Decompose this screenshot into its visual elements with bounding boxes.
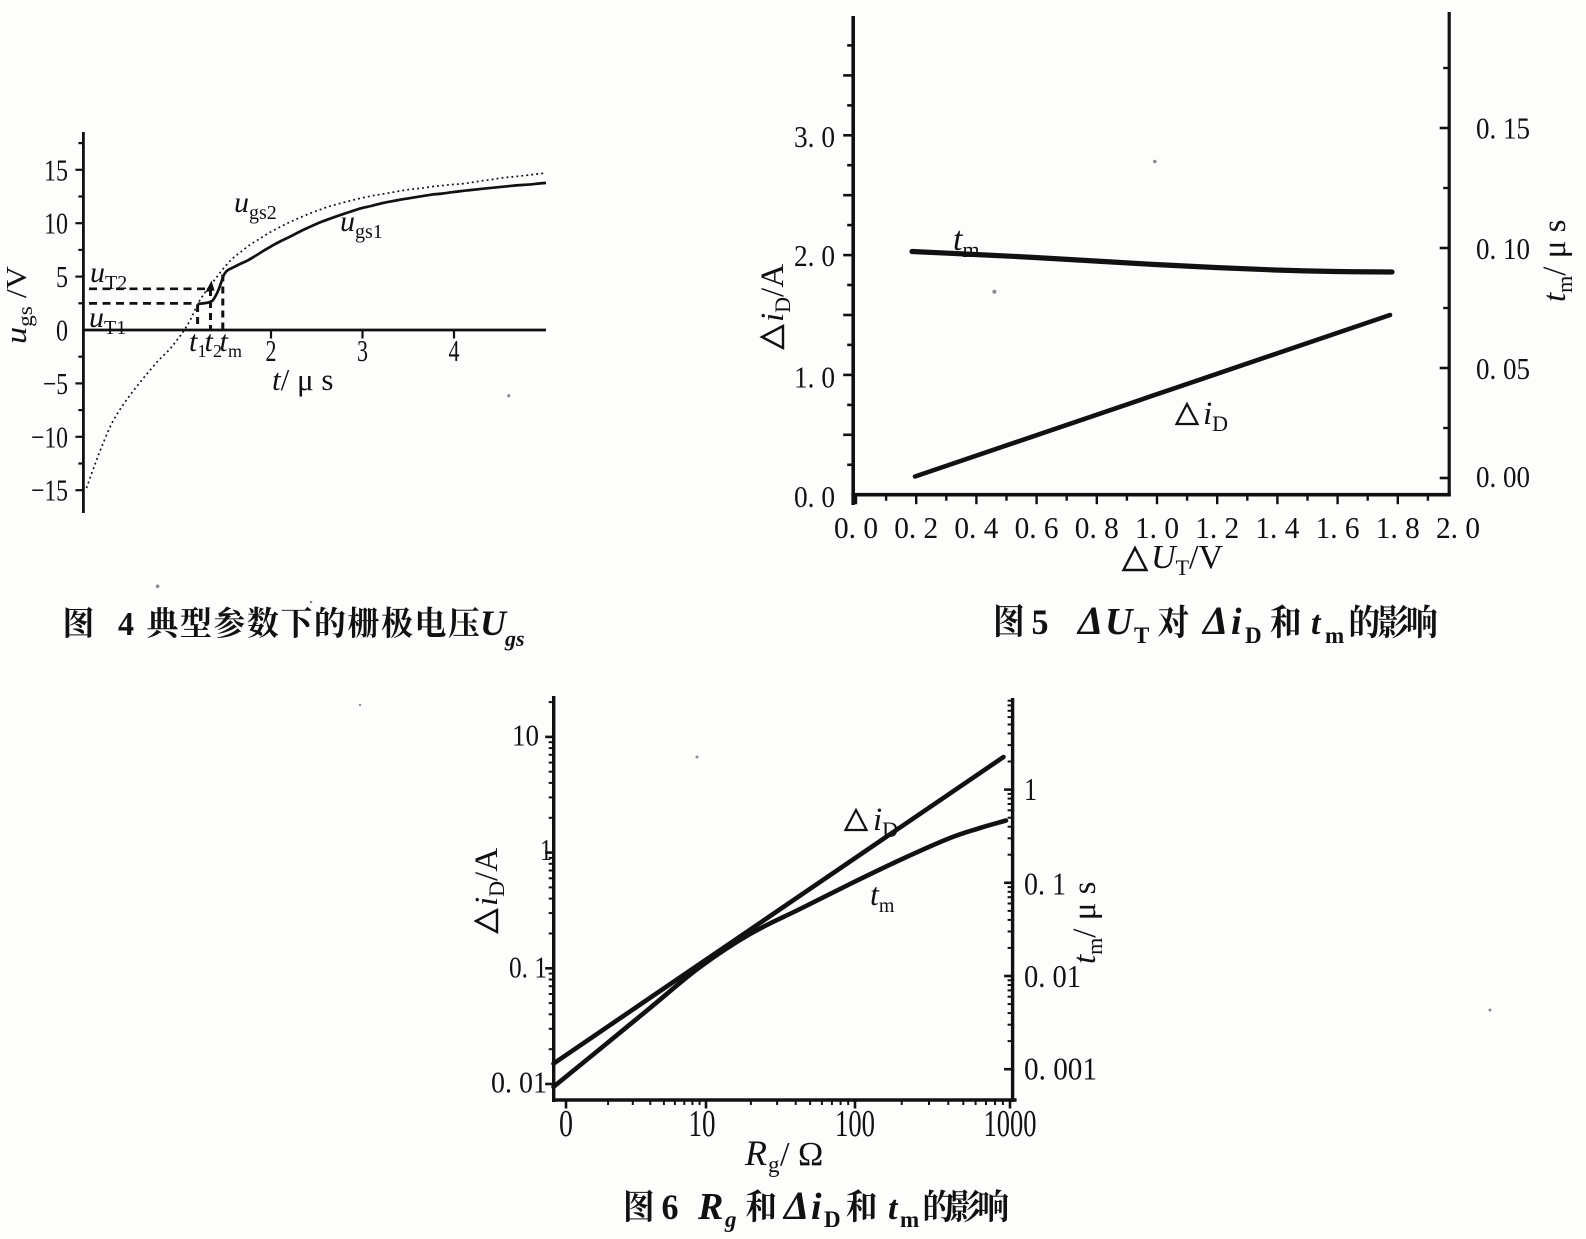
svg-text:2: 2: [213, 341, 222, 361]
svg-text:15: 15: [44, 152, 68, 187]
svg-text:Δ: Δ: [1076, 598, 1103, 643]
svg-text:t: t: [189, 325, 198, 358]
svg-text:ugs2: ugs2: [234, 186, 277, 224]
svg-text:i: i: [811, 1186, 822, 1228]
svg-text:0. 0: 0. 0: [794, 479, 835, 514]
svg-text:t: t: [1311, 605, 1322, 642]
svg-text:3: 3: [357, 333, 368, 368]
svg-text:tm: tm: [953, 221, 980, 262]
svg-text:0. 001: 0. 001: [1024, 1051, 1097, 1087]
svg-text:g: g: [768, 1152, 780, 1177]
svg-text:0. 6: 0. 6: [1015, 510, 1059, 545]
svg-text:iD: iD: [1203, 396, 1228, 436]
svg-text:2: 2: [266, 333, 277, 368]
svg-text:2. 0: 2. 0: [1436, 510, 1480, 545]
svg-text:D: D: [1245, 623, 1262, 648]
svg-text:iD/A: iD/A: [755, 264, 795, 322]
svg-text:t: t: [220, 325, 229, 358]
svg-text:T: T: [1134, 623, 1149, 648]
svg-text:0. 1: 0. 1: [509, 950, 547, 985]
svg-text:t/ μ s: t/ μ s: [272, 362, 333, 397]
svg-text:0. 1: 0. 1: [1024, 866, 1066, 902]
svg-text:−5: −5: [43, 366, 68, 401]
svg-text:uT2: uT2: [90, 256, 127, 294]
svg-text:1: 1: [198, 341, 207, 361]
svg-text:R: R: [744, 1133, 767, 1173]
svg-text:10: 10: [512, 718, 539, 753]
svg-text:0. 01: 0. 01: [1024, 958, 1081, 994]
svg-text:ugs /V: ugs /V: [0, 266, 37, 344]
svg-text:6: 6: [662, 1187, 679, 1227]
svg-text:m: m: [1325, 623, 1344, 648]
svg-text:0: 0: [56, 313, 68, 348]
svg-text:1. 0: 1. 0: [1135, 510, 1179, 545]
svg-text:Δ: Δ: [782, 1183, 809, 1228]
svg-text:t: t: [205, 325, 214, 358]
svg-text:iD/A: iD/A: [469, 848, 509, 906]
svg-text:10: 10: [689, 1103, 716, 1145]
svg-text:1. 6: 1. 6: [1316, 510, 1360, 545]
svg-text:m: m: [228, 341, 242, 361]
svg-text:100: 100: [835, 1103, 875, 1145]
svg-text:5: 5: [1032, 602, 1049, 642]
svg-text:UT/V: UT/V: [1151, 539, 1223, 580]
svg-text:0. 0: 0. 0: [834, 510, 878, 545]
svg-text:i: i: [1231, 601, 1242, 643]
svg-text:1. 4: 1. 4: [1255, 510, 1299, 545]
svg-text:−15: −15: [31, 473, 68, 508]
svg-text:0. 10: 0. 10: [1476, 231, 1530, 266]
svg-text:0: 0: [559, 1103, 573, 1145]
svg-text:/ Ω: / Ω: [780, 1136, 823, 1173]
svg-text:tm: tm: [870, 876, 895, 917]
svg-text:1000: 1000: [984, 1103, 1037, 1145]
svg-text:0. 2: 0. 2: [894, 510, 938, 545]
svg-text:U: U: [480, 603, 508, 643]
svg-text:−10: −10: [31, 419, 68, 454]
svg-text:5: 5: [56, 259, 68, 294]
svg-text:ugs1: ugs1: [340, 205, 383, 243]
svg-text:1: 1: [1024, 771, 1037, 807]
svg-text:0. 15: 0. 15: [1476, 111, 1530, 146]
svg-text:10: 10: [44, 206, 68, 241]
svg-text:t: t: [888, 1190, 899, 1227]
svg-text:1. 0: 1. 0: [794, 360, 835, 395]
svg-text:R: R: [697, 1186, 723, 1228]
svg-text:0. 05: 0. 05: [1476, 351, 1530, 386]
svg-text:3. 0: 3. 0: [794, 119, 835, 154]
svg-text:gs: gs: [504, 626, 525, 651]
svg-text:tm/ μ s: tm/ μ s: [1067, 882, 1107, 965]
svg-text:D: D: [824, 1207, 841, 1232]
svg-text:0. 4: 0. 4: [954, 510, 998, 545]
svg-text:tm/ μ s: tm/ μ s: [1537, 220, 1577, 303]
svg-text:U: U: [1105, 601, 1135, 643]
svg-text:1. 2: 1. 2: [1195, 510, 1239, 545]
svg-text:0. 8: 0. 8: [1075, 510, 1119, 545]
svg-text:m: m: [900, 1207, 919, 1232]
svg-text:uT1: uT1: [89, 301, 126, 339]
svg-text:1. 8: 1. 8: [1376, 510, 1420, 545]
svg-text:0. 00: 0. 00: [1476, 459, 1530, 494]
svg-text:2. 0: 2. 0: [794, 238, 835, 273]
svg-text:Δ: Δ: [1201, 598, 1228, 643]
svg-text:4: 4: [449, 333, 460, 368]
svg-text:iD: iD: [873, 802, 898, 842]
svg-text:1: 1: [540, 832, 552, 867]
svg-text:4: 4: [118, 606, 134, 643]
svg-text:0. 01: 0. 01: [491, 1065, 547, 1100]
svg-text:g: g: [724, 1207, 737, 1232]
